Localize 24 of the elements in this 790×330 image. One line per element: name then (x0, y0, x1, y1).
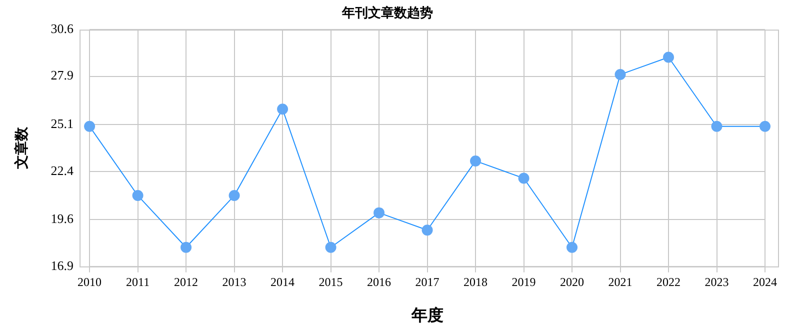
y-axis-title: 文章数 (13, 126, 30, 170)
y-tick-label: 27.9 (50, 68, 74, 83)
x-tick-label: 2014 (270, 274, 295, 289)
x-tick-label: 2021 (608, 274, 632, 289)
x-tick-label: 2010 (78, 274, 102, 289)
y-tick-label: 16.9 (50, 258, 74, 273)
chart-title: 年刊文章数趋势 (341, 5, 433, 20)
x-tick-label: 2016 (367, 274, 392, 289)
y-tick-label: 22.4 (50, 162, 74, 178)
x-axis-title: 年度 (410, 306, 444, 325)
x-tick-label: 2013 (222, 274, 246, 289)
y-tick-label: 25.1 (50, 116, 74, 132)
x-tick-label: 2017 (415, 274, 440, 289)
x-tick-label: 2020 (560, 274, 584, 289)
y-tick-label: 19.6 (50, 211, 74, 226)
x-tick-label: 2018 (464, 274, 488, 289)
x-tick-label: 2019 (512, 274, 536, 289)
y-tick-label: 30.6 (50, 21, 74, 36)
x-tick-label: 2022 (656, 274, 681, 289)
x-tick-label: 2011 (126, 274, 150, 289)
x-tick-label: 2024 (753, 274, 777, 289)
x-tick-label: 2023 (704, 274, 729, 289)
x-tick-label: 2012 (174, 274, 198, 289)
x-tick-label: 2015 (318, 274, 343, 289)
